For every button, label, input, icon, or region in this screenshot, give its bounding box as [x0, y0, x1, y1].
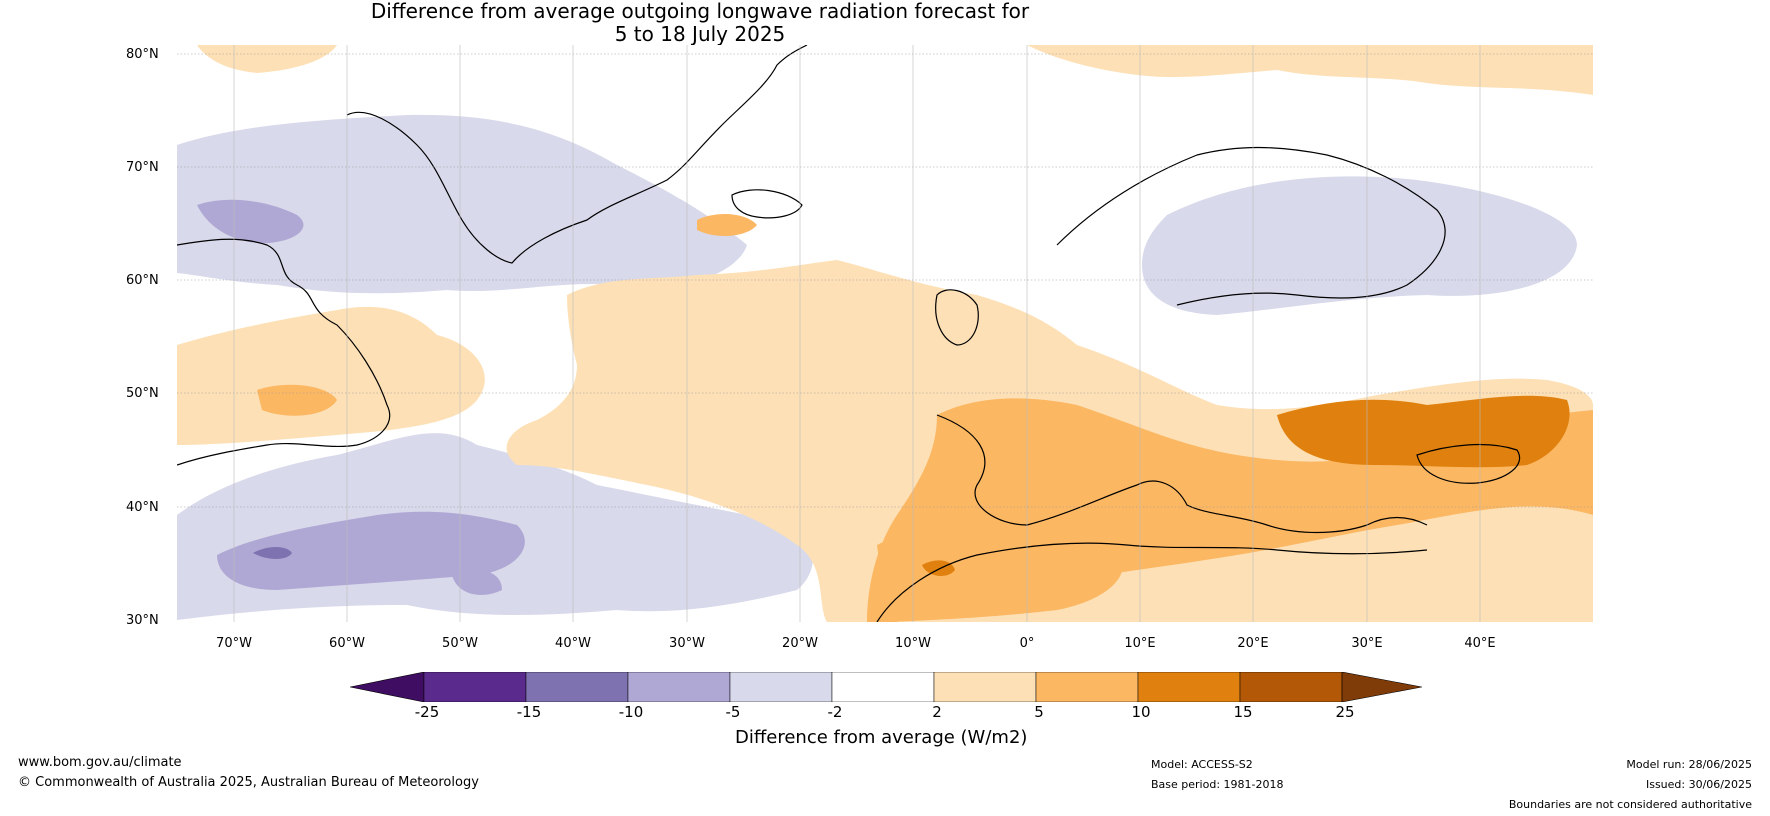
lon-label-70w: 70°W	[216, 636, 252, 651]
colorbar-swatch-7	[1035, 672, 1139, 702]
model-run-text: Model run: 28/06/2025	[1626, 758, 1752, 771]
lat-label-60n: 60°N	[126, 273, 159, 288]
anomaly-region-mid-atlantic-east	[452, 570, 502, 595]
colorbar-tick: 15	[1233, 703, 1253, 721]
coastline-greenland	[346, 45, 808, 264]
map-title: Difference from average outgoing longwav…	[0, 0, 1400, 46]
coastline-canada	[177, 238, 391, 466]
anomaly-region-mid-atlantic-core	[217, 511, 525, 590]
anomaly-region-scandinavia	[1142, 176, 1577, 315]
colorbar-arrow-high	[1341, 672, 1422, 702]
graticule	[177, 53, 1593, 508]
colorbar-label: Difference from average (W/m2)	[735, 727, 1028, 748]
colorbar-tick: -25	[414, 703, 440, 721]
colorbar-tick: -2	[827, 703, 843, 721]
positive-anomaly-regions	[177, 45, 1593, 622]
colorbar-tick: 5	[1034, 703, 1044, 721]
anomaly-region-canada-core	[197, 199, 304, 244]
coastlines	[177, 45, 1521, 622]
colorbar-swatch-5	[831, 672, 935, 702]
lon-label-20e: 20°E	[1237, 636, 1269, 651]
colorbar-swatch-1	[423, 672, 527, 702]
coastline-europe-south	[936, 414, 1428, 534]
lon-label-40e: 40°E	[1464, 636, 1496, 651]
lon-label-10e: 10°E	[1124, 636, 1156, 651]
colorbar-tick: 10	[1131, 703, 1151, 721]
anomaly-region-iceland	[697, 213, 757, 237]
model-text: Model: ACCESS-S2	[1151, 758, 1253, 771]
anomaly-region-morocco-core	[922, 560, 955, 577]
coastline-black-sea	[1416, 443, 1521, 484]
anomaly-region-arctic-west	[197, 45, 337, 73]
issued-text: Issued: 30/06/2025	[1645, 778, 1752, 791]
lat-label-80n: 80°N	[126, 47, 159, 62]
lon-label-0: 0°	[1019, 636, 1035, 651]
lat-label-40n: 40°N	[126, 500, 159, 515]
colorbar-tick: -10	[618, 703, 644, 721]
lon-label-10w: 10°W	[895, 636, 931, 651]
website-link[interactable]: www.bom.gov.au/climate	[18, 755, 182, 770]
colorbar-swatch-6	[933, 672, 1037, 702]
anomaly-map	[177, 45, 1593, 622]
colorbar-swatch-3	[627, 672, 731, 702]
colorbar-swatch-9	[1239, 672, 1343, 702]
anomaly-region-balkans-core	[1277, 395, 1570, 468]
coastline-north-africa	[876, 542, 1428, 622]
anomaly-region-arctic-east	[1027, 45, 1593, 95]
lon-label-60w: 60°W	[329, 636, 365, 651]
meridians	[233, 45, 1481, 622]
negative-anomaly-regions	[177, 114, 1577, 620]
lon-label-40w: 40°W	[555, 636, 591, 651]
colorbar-tick: 25	[1335, 703, 1355, 721]
anomaly-region-newfoundland	[177, 306, 485, 445]
coastline-scandinavia	[1056, 146, 1446, 306]
boundaries-disclaimer: Boundaries are not considered authoritat…	[1508, 798, 1752, 811]
title-line-2: 5 to 18 July 2025	[614, 22, 786, 46]
colorbar-tick: -15	[516, 703, 542, 721]
colorbar-tick: 2	[932, 703, 942, 721]
lon-label-30e: 30°E	[1351, 636, 1383, 651]
anomaly-region-mid-atlantic-deep	[253, 547, 292, 559]
anomaly-region-newfoundland-core	[257, 384, 337, 416]
lat-label-30n: 30°N	[126, 613, 159, 628]
anomaly-region-canada-greenland	[177, 114, 747, 294]
lat-label-50n: 50°N	[126, 386, 159, 401]
lon-label-50w: 50°W	[442, 636, 478, 651]
colorbar-swatch-8	[1137, 672, 1241, 702]
colorbar	[350, 672, 1422, 702]
coastline-iceland	[731, 189, 803, 219]
lon-label-30w: 30°W	[669, 636, 705, 651]
colorbar-swatch-4	[729, 672, 833, 702]
colorbar-tick: -5	[725, 703, 741, 721]
map-panel[interactable]	[177, 45, 1593, 622]
base-period-text: Base period: 1981-2018	[1151, 778, 1284, 791]
colorbar-arrow-low	[350, 672, 425, 702]
colorbar-swatch-2	[525, 672, 629, 702]
copyright-text: © Commonwealth of Australia 2025, Austra…	[18, 775, 479, 790]
lat-label-70n: 70°N	[126, 160, 159, 175]
title-line-1: Difference from average outgoing longwav…	[370, 0, 1030, 23]
lon-label-20w: 20°W	[782, 636, 818, 651]
anomaly-region-north-africa	[877, 515, 1124, 622]
coastline-british-isles	[935, 289, 979, 346]
